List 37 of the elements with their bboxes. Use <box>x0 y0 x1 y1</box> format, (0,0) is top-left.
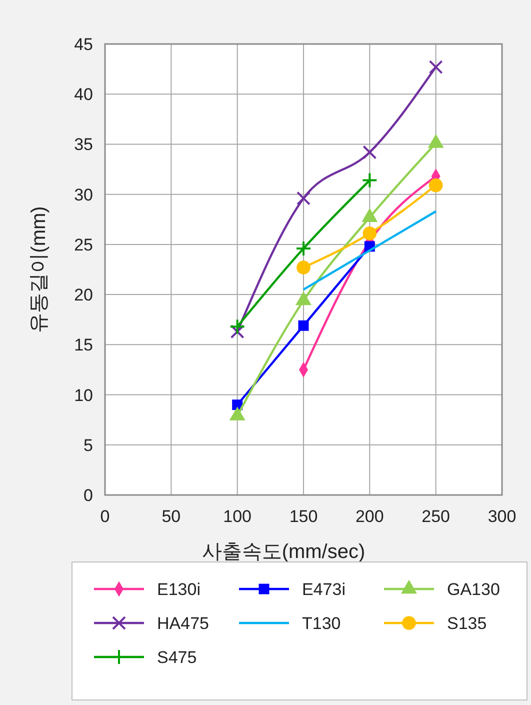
y-tick-label: 5 <box>84 436 93 455</box>
legend-label: HA475 <box>157 614 209 633</box>
x-tick-label: 200 <box>355 507 384 526</box>
y-tick-label: 45 <box>74 35 93 54</box>
y-tick-label: 30 <box>74 185 93 204</box>
point <box>296 191 310 206</box>
legend-label: S475 <box>157 648 197 667</box>
point <box>230 324 244 339</box>
y-tick-label: 25 <box>74 235 93 254</box>
point <box>229 318 246 335</box>
legend-label: GA130 <box>447 580 500 599</box>
x-tick-label: 0 <box>100 507 110 526</box>
x-tick-label: 300 <box>488 507 516 526</box>
legend-label: S135 <box>447 614 487 633</box>
y-tick-label: 40 <box>74 85 93 104</box>
point <box>362 145 377 160</box>
y-tick-label: 0 <box>84 486 93 505</box>
point <box>428 178 443 192</box>
point <box>362 226 377 240</box>
x-axis-title: 사출속도(mm/sec) <box>202 541 366 563</box>
x-tick-label: 150 <box>289 507 318 526</box>
point <box>296 260 310 274</box>
x-tick-label: 50 <box>162 507 181 526</box>
x-tick-label: 250 <box>422 507 450 526</box>
point <box>428 60 443 74</box>
x-tick-label: 100 <box>223 507 252 526</box>
y-tick-label: 15 <box>74 336 93 355</box>
point <box>362 172 378 188</box>
y-tick-label: 20 <box>74 286 93 305</box>
legend-label: E130i <box>157 580 200 599</box>
point <box>296 240 312 256</box>
legend-label: T130 <box>302 614 341 633</box>
y-tick-label: 10 <box>74 386 93 405</box>
legend-label: E473i <box>302 580 346 599</box>
y-tick-label: 35 <box>74 135 93 154</box>
point <box>298 320 309 331</box>
y-axis-title: 유동길이(mm) <box>28 206 50 333</box>
